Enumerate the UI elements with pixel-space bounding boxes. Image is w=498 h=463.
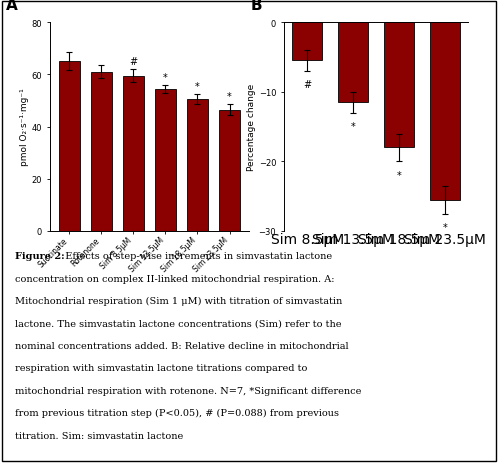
Text: Mitochondrial respiration (Sim 1 μM) with titration of simvastatin: Mitochondrial respiration (Sim 1 μM) wit…: [15, 296, 342, 306]
Bar: [430, 23, 460, 200]
Text: *: *: [396, 170, 401, 181]
Y-axis label: Percentage change: Percentage change: [247, 84, 256, 171]
Text: respiration with simvastatin lactone titrations compared to: respiration with simvastatin lactone tit…: [15, 363, 307, 373]
Text: Figure 2:: Figure 2:: [15, 252, 65, 261]
Text: A: A: [6, 0, 18, 13]
Bar: [384, 23, 414, 148]
Bar: [155, 89, 176, 232]
Text: lactone. The simvastatin lactone concentrations (Sim) refer to the: lactone. The simvastatin lactone concent…: [15, 319, 342, 328]
Text: *: *: [442, 222, 447, 232]
Text: *: *: [163, 73, 168, 82]
Bar: [187, 100, 208, 232]
Bar: [292, 23, 322, 61]
Y-axis label: pmol O₂·s⁻¹·mg⁻¹: pmol O₂·s⁻¹·mg⁻¹: [20, 88, 29, 166]
Text: *: *: [227, 92, 232, 102]
Text: *: *: [351, 122, 356, 132]
Text: #: #: [303, 80, 311, 90]
Bar: [91, 73, 112, 232]
Text: B: B: [250, 0, 262, 13]
Bar: [123, 76, 144, 232]
Bar: [59, 62, 80, 232]
Text: *: *: [195, 81, 200, 92]
Text: concentration on complex II-linked mitochondrial respiration. A:: concentration on complex II-linked mitoc…: [15, 274, 335, 283]
Text: titration. Sim: simvastatin lactone: titration. Sim: simvastatin lactone: [15, 431, 183, 440]
Text: from previous titration step (P<0.05), # (P=0.088) from previous: from previous titration step (P<0.05), #…: [15, 408, 339, 418]
Text: nominal concentrations added. B: Relative decline in mitochondrial: nominal concentrations added. B: Relativ…: [15, 341, 349, 350]
Text: Effects of step-wise increments in simvastatin lactone: Effects of step-wise increments in simva…: [59, 252, 333, 261]
Bar: [219, 110, 240, 232]
Text: #: #: [129, 57, 137, 67]
Bar: [338, 23, 368, 103]
Text: mitochondrial respiration with rotenone. N=7, *Significant difference: mitochondrial respiration with rotenone.…: [15, 386, 362, 395]
